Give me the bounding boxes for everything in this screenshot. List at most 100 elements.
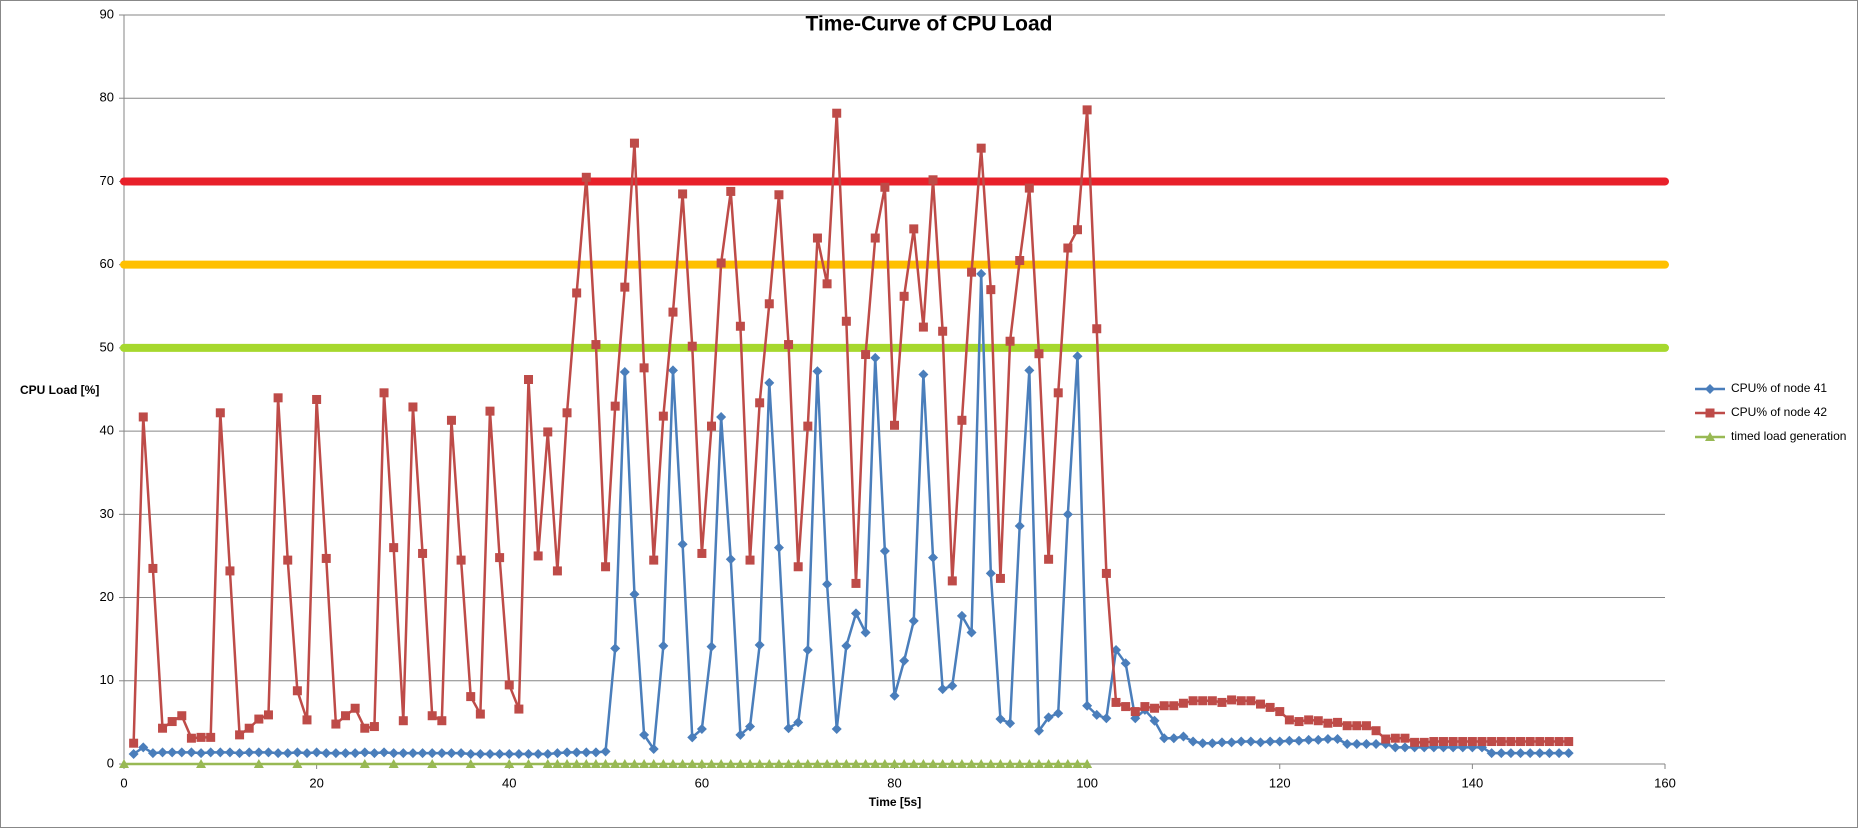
marker-triangle: [812, 759, 823, 768]
marker-diamond: [716, 411, 727, 422]
marker-triangle: [831, 759, 842, 768]
marker-square: [572, 288, 582, 298]
marker-diamond: [1236, 736, 1247, 747]
marker-triangle: [725, 759, 736, 768]
marker-diamond: [802, 644, 813, 655]
marker-square: [861, 350, 871, 360]
marker-triangle: [937, 759, 948, 768]
marker-triangle: [619, 759, 630, 768]
marker-diamond: [956, 610, 967, 621]
marker-square: [331, 719, 341, 729]
marker-square: [707, 421, 717, 431]
marker-square: [957, 415, 967, 425]
marker-diamond: [1294, 735, 1305, 746]
marker-diamond: [677, 539, 688, 550]
marker-triangle: [918, 759, 929, 768]
marker-triangle: [292, 759, 303, 768]
marker-diamond: [533, 749, 544, 760]
marker-square: [1352, 721, 1362, 731]
marker-diamond: [590, 747, 601, 758]
marker-diamond: [128, 749, 139, 760]
marker-square: [726, 186, 736, 196]
marker-diamond: [1216, 737, 1227, 748]
marker-diamond: [1255, 737, 1266, 748]
marker-diamond: [244, 747, 255, 758]
marker-diamond: [1554, 748, 1565, 759]
marker-triangle: [504, 759, 515, 768]
marker-diamond: [899, 655, 910, 666]
marker-diamond: [1322, 734, 1333, 745]
marker-diamond: [311, 747, 322, 758]
marker-triangle: [1082, 759, 1093, 768]
legend: CPU% of node 41 CPU% of node 42 timed load…: [1695, 381, 1846, 443]
marker-square: [379, 388, 389, 398]
marker-square: [1188, 696, 1198, 706]
marker-triangle: [667, 759, 678, 768]
marker-diamond: [446, 748, 457, 759]
marker-diamond: [379, 747, 390, 758]
marker-square: [1544, 737, 1554, 747]
marker-square: [514, 704, 524, 714]
marker-square: [1429, 737, 1439, 747]
marker-triangle: [590, 759, 601, 768]
x-tick-label: 100: [1076, 775, 1098, 790]
marker-square: [1705, 408, 1715, 418]
marker-diamond: [1168, 733, 1179, 744]
marker-diamond: [1342, 739, 1353, 750]
marker-triangle: [119, 759, 129, 768]
x-tick-label: 80: [887, 775, 901, 790]
marker-square: [1101, 568, 1111, 578]
marker-diamond: [513, 749, 524, 760]
marker-triangle: [629, 759, 640, 768]
marker-diamond: [1072, 351, 1083, 362]
marker-triangle: [879, 759, 890, 768]
marker-diamond: [1563, 748, 1574, 759]
marker-square: [437, 716, 447, 726]
y-tick-label: 0: [107, 755, 114, 770]
marker-triangle: [995, 759, 1006, 768]
marker-diamond: [215, 747, 226, 758]
marker-square: [129, 738, 139, 748]
marker-triangle: [735, 759, 746, 768]
marker-square: [244, 723, 254, 733]
marker-diamond: [1043, 712, 1054, 723]
marker-diamond: [494, 749, 505, 760]
marker-triangle: [359, 759, 370, 768]
y-tick-label: 10: [100, 672, 114, 687]
x-tick-label: 40: [502, 775, 516, 790]
marker-triangle: [802, 759, 813, 768]
marker-triangle: [648, 759, 659, 768]
marker-square: [803, 421, 813, 431]
marker-square: [890, 420, 899, 430]
marker-diamond: [706, 641, 717, 652]
marker-square: [341, 711, 351, 721]
marker-diamond: [176, 747, 187, 758]
marker-triangle: [196, 759, 207, 768]
marker-triangle: [966, 759, 977, 768]
marker-square: [263, 710, 273, 720]
marker-diamond: [831, 724, 842, 735]
series-markers: [128, 268, 1574, 760]
marker-triangle: [793, 759, 804, 768]
marker-triangle: [465, 759, 476, 768]
marker-square: [1265, 702, 1275, 712]
marker-square: [784, 340, 794, 350]
marker-square: [745, 555, 755, 565]
marker-triangle: [1033, 759, 1044, 768]
marker-square: [389, 543, 399, 553]
y-tick-label: 80: [100, 90, 114, 105]
marker-diamond: [1274, 736, 1285, 747]
marker-square: [1419, 737, 1429, 747]
marker-diamond: [1496, 748, 1507, 759]
marker-square: [1410, 737, 1420, 747]
marker-square: [1082, 105, 1092, 115]
y-tick-label: 60: [100, 256, 114, 271]
marker-diamond: [475, 749, 486, 760]
marker-square: [1400, 733, 1410, 743]
marker-diamond: [879, 545, 890, 556]
marker-square: [1458, 737, 1468, 747]
marker-square: [774, 190, 784, 200]
marker-diamond: [870, 352, 881, 363]
y-tick-label: 40: [100, 423, 114, 438]
marker-triangle: [860, 759, 871, 768]
